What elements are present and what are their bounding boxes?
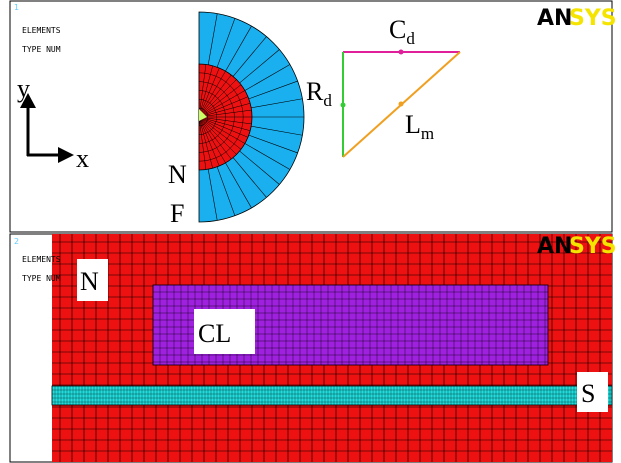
label-sub: d <box>323 91 332 110</box>
label: N <box>80 267 99 296</box>
node <box>399 50 404 55</box>
mesh-2 <box>52 234 612 462</box>
info-text: ELEMENTS <box>22 255 61 264</box>
info-text: ELEMENTS <box>22 26 61 35</box>
node <box>341 103 346 108</box>
info-text: TYPE NUM <box>22 45 61 54</box>
panel-number: 1 <box>14 3 19 12</box>
panel-1 <box>10 1 612 232</box>
label-main: C <box>389 15 406 44</box>
label-sub: d <box>406 29 415 48</box>
label: F <box>170 199 184 228</box>
axis-label: x <box>76 144 89 173</box>
label: S <box>581 379 595 408</box>
info-text: TYPE NUM <box>22 274 61 283</box>
axis-label: y <box>17 74 30 103</box>
logo: AN <box>537 234 572 259</box>
logo: SYS <box>569 6 617 31</box>
label-main: R <box>306 77 324 106</box>
node <box>399 102 404 107</box>
panel-number: 2 <box>14 237 19 246</box>
label-sub: m <box>421 124 434 143</box>
logo: SYS <box>569 234 617 259</box>
screenshot: 1 ELEMENTS TYPE NUM AN SYS y x N F Rd Cd… <box>0 0 621 463</box>
label: N <box>168 160 187 189</box>
label: CL <box>198 319 231 348</box>
logo: AN <box>537 6 572 31</box>
label-main: L <box>405 110 421 139</box>
